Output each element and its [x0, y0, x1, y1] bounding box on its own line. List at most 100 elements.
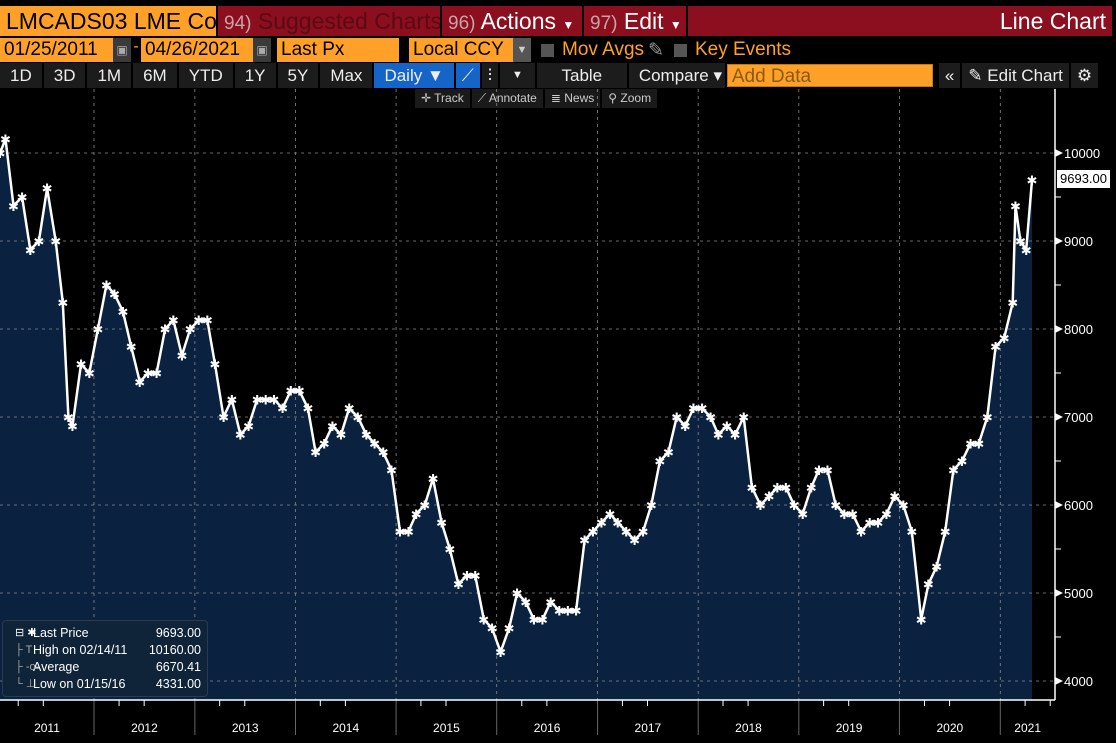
mov-avgs-label: Mov Avgs: [562, 39, 645, 60]
collapse-icon[interactable]: «: [938, 63, 961, 88]
price-marker: ✱: [1007, 296, 1018, 311]
field-select[interactable]: Last Px: [277, 38, 399, 62]
chart-type-title: Line Chart: [688, 6, 1112, 36]
price-marker: ✱: [151, 366, 162, 381]
y-tick-mark: [1055, 501, 1063, 509]
chevron-down-icon[interactable]: ▼: [513, 38, 531, 62]
price-marker: ✱: [638, 524, 649, 539]
range-5y[interactable]: 5Y: [277, 63, 319, 88]
range-1d[interactable]: 1D: [0, 63, 42, 88]
calendar-icon[interactable]: ▣: [113, 38, 131, 62]
price-marker: ✱: [571, 604, 582, 619]
table-button[interactable]: Table: [536, 63, 627, 88]
legend-label: High on 02/14/11: [33, 643, 128, 657]
frequency-select[interactable]: Daily ▼: [374, 63, 454, 88]
price-marker: ✱: [117, 304, 128, 319]
price-marker: ✱: [378, 445, 389, 460]
price-marker: ✱: [923, 577, 934, 592]
chart-tools: ✛ Track ⟋ Annotate ≣ News ⚲ Zoom: [415, 89, 659, 108]
edit-chart-button[interactable]: ✎ Edit Chart: [962, 63, 1069, 88]
price-marker: ✱: [386, 463, 397, 478]
menu-label: Suggested Charts: [257, 8, 440, 34]
y-tick-label: 6000: [1064, 498, 1093, 513]
range-6m[interactable]: 6M: [133, 63, 177, 88]
range-1m[interactable]: 1M: [87, 63, 132, 88]
price-marker: ✱: [646, 498, 657, 513]
menu-label: Edit: [623, 8, 664, 34]
end-date-input[interactable]: 04/26/2021: [141, 38, 253, 62]
average-icon: ├ -o-: [15, 661, 40, 673]
mov-avgs-checkbox[interactable]: Mov Avgs ✎: [541, 38, 664, 62]
price-marker: ✱: [25, 243, 36, 258]
price-marker: ✱: [63, 410, 74, 425]
chevron-down-icon[interactable]: ▼: [499, 63, 535, 88]
compare-button[interactable]: Compare ▾: [628, 63, 725, 88]
price-marker: ✱: [764, 489, 775, 504]
range-ytd[interactable]: YTD: [178, 63, 233, 88]
x-tick-label: 2012: [131, 721, 158, 735]
track-tool[interactable]: ✛ Track: [415, 89, 470, 108]
controls-bar: 01/25/2011 ▣ - 04/26/2021 ▣ Last Px Loca…: [0, 38, 1116, 62]
price-marker: ✱: [705, 410, 716, 425]
high-icon: ├ T: [15, 644, 33, 656]
pencil-icon[interactable]: ✎: [648, 39, 664, 61]
bar-chart-icon[interactable]: ⫶: [481, 63, 498, 88]
price-marker: ✱: [0, 132, 11, 147]
legend-label: Average: [33, 660, 80, 674]
x-tick-label: 2015: [433, 721, 460, 735]
price-marker: ✱: [243, 419, 254, 434]
y-tick-label: 7000: [1064, 410, 1093, 425]
range-3d[interactable]: 3D: [43, 63, 86, 88]
price-marker: ✱: [226, 392, 237, 407]
price-marker: ✱: [1010, 199, 1021, 214]
calendar-icon[interactable]: ▣: [253, 38, 271, 62]
key-events-checkbox[interactable]: Key Events: [673, 38, 791, 62]
ticker-field[interactable]: LMCADS03 LME Comdty: [0, 6, 216, 36]
y-tick-mark: [1055, 149, 1063, 157]
line-chart-icon[interactable]: ⟋: [455, 63, 480, 88]
legend-last-price: ⊟ ✱ Last Price 9693.00: [15, 625, 201, 642]
menu-number: 94): [224, 13, 252, 34]
price-marker: ✱: [906, 524, 917, 539]
annotate-tool[interactable]: ⟋ Annotate: [471, 89, 543, 108]
gear-icon[interactable]: ⚙: [1070, 63, 1099, 88]
price-marker: ✱: [562, 604, 573, 619]
price-marker: ✱: [76, 357, 87, 372]
asterisk-icon: ⊟ ✱: [15, 627, 37, 639]
price-marker: ✱: [193, 313, 204, 328]
start-date-input[interactable]: 01/25/2011: [0, 38, 113, 62]
news-tool[interactable]: ≣ News: [544, 89, 601, 108]
x-tick-label: 2018: [735, 721, 762, 735]
price-marker: ✱: [889, 489, 900, 504]
x-tick-label: 2014: [332, 721, 359, 735]
price-marker: ✱: [629, 533, 640, 548]
price-marker: ✱: [806, 480, 817, 495]
price-marker: ✱: [285, 384, 296, 399]
price-marker: ✱: [931, 560, 942, 575]
price-marker: ✱: [495, 645, 506, 660]
zoom-tool[interactable]: ⚲ Zoom: [602, 89, 658, 108]
suggested-charts-menu[interactable]: 94) Suggested Charts: [218, 6, 440, 36]
price-marker: ✱: [302, 401, 313, 416]
price-marker: ✱: [143, 366, 154, 381]
pencil-icon: ✎: [968, 66, 983, 85]
actions-menu[interactable]: 96) Actions ▼: [442, 6, 582, 36]
x-tick-label: 2019: [836, 721, 863, 735]
price-marker: ✱: [579, 533, 590, 548]
edit-menu[interactable]: 97) Edit ▼: [584, 6, 686, 36]
price-marker: ✱: [999, 331, 1010, 346]
price-marker: ✱: [596, 516, 607, 531]
menu-number: 97): [590, 13, 618, 34]
track-label: Track: [434, 91, 464, 105]
range-max[interactable]: Max: [320, 63, 373, 88]
price-marker: ✱: [680, 419, 691, 434]
range-1y[interactable]: 1Y: [234, 63, 276, 88]
price-marker: ✱: [839, 507, 850, 522]
currency-select[interactable]: Local CCY: [409, 38, 513, 62]
price-marker: ✱: [982, 410, 993, 425]
add-data-input[interactable]: Add Data: [726, 64, 933, 87]
price-marker: ✱: [621, 524, 632, 539]
price-marker: ✱: [461, 568, 472, 583]
price-marker: ✱: [336, 428, 347, 443]
price-marker: ✱: [872, 516, 883, 531]
